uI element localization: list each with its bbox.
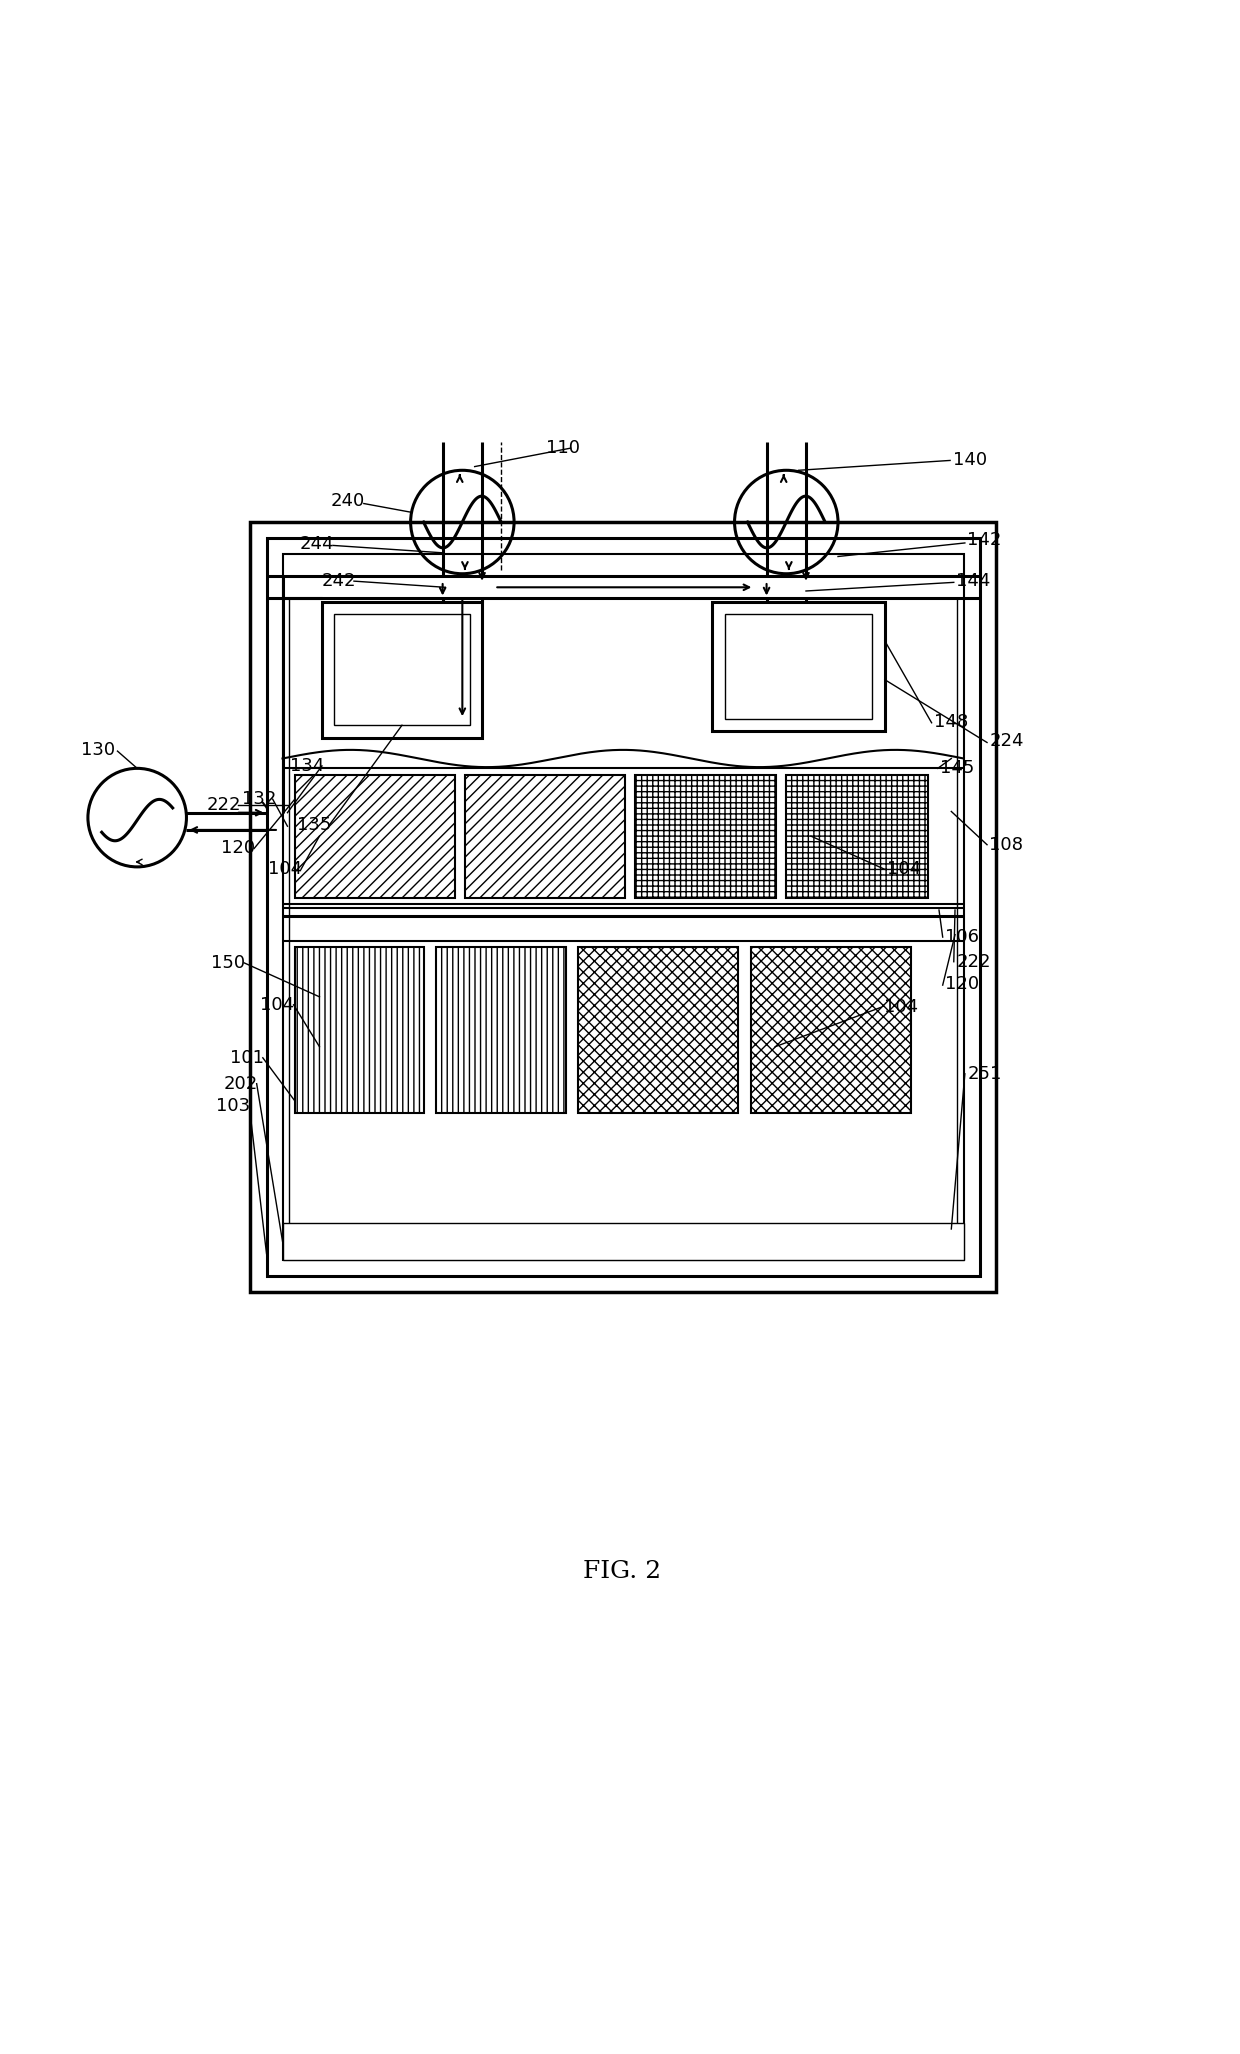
Bar <box>465 774 625 898</box>
Bar <box>283 1222 963 1259</box>
Bar <box>335 614 470 725</box>
Text: 244: 244 <box>300 536 335 553</box>
Text: 104: 104 <box>268 861 301 879</box>
Bar <box>712 602 885 731</box>
Text: 202: 202 <box>223 1074 258 1093</box>
Text: 144: 144 <box>956 573 991 589</box>
Text: 106: 106 <box>945 928 980 947</box>
Text: 222: 222 <box>956 953 991 972</box>
Text: 101: 101 <box>229 1050 264 1066</box>
Text: 104: 104 <box>888 861 921 879</box>
Text: 145: 145 <box>940 760 975 776</box>
Bar <box>578 947 738 1113</box>
Bar <box>283 555 963 1259</box>
Text: 251: 251 <box>967 1064 1002 1082</box>
Text: 104: 104 <box>260 996 294 1015</box>
Text: 108: 108 <box>990 836 1023 854</box>
Bar <box>295 774 455 898</box>
Text: 130: 130 <box>81 741 114 758</box>
Text: 110: 110 <box>546 440 580 458</box>
Text: 240: 240 <box>331 493 365 509</box>
Text: 242: 242 <box>322 573 356 589</box>
Text: 132: 132 <box>242 791 277 807</box>
Text: 150: 150 <box>211 953 246 972</box>
Text: 134: 134 <box>290 756 325 774</box>
Text: 120: 120 <box>945 976 980 992</box>
Text: 140: 140 <box>952 452 987 470</box>
Text: 120: 120 <box>221 840 255 857</box>
Text: 135: 135 <box>298 815 331 834</box>
Bar <box>635 774 776 898</box>
Text: FIG. 2: FIG. 2 <box>583 1559 661 1584</box>
Bar <box>267 538 980 1276</box>
Text: 103: 103 <box>216 1097 250 1115</box>
Bar <box>750 947 910 1113</box>
Bar <box>295 947 424 1113</box>
Bar <box>250 522 996 1292</box>
Bar <box>436 947 565 1113</box>
Text: 142: 142 <box>967 532 1002 550</box>
Text: 224: 224 <box>990 733 1024 750</box>
Bar <box>786 774 928 898</box>
Bar <box>322 602 482 737</box>
Text: 104: 104 <box>884 998 918 1017</box>
Text: 222: 222 <box>206 797 241 813</box>
Text: 148: 148 <box>934 713 968 731</box>
Bar <box>724 614 873 719</box>
